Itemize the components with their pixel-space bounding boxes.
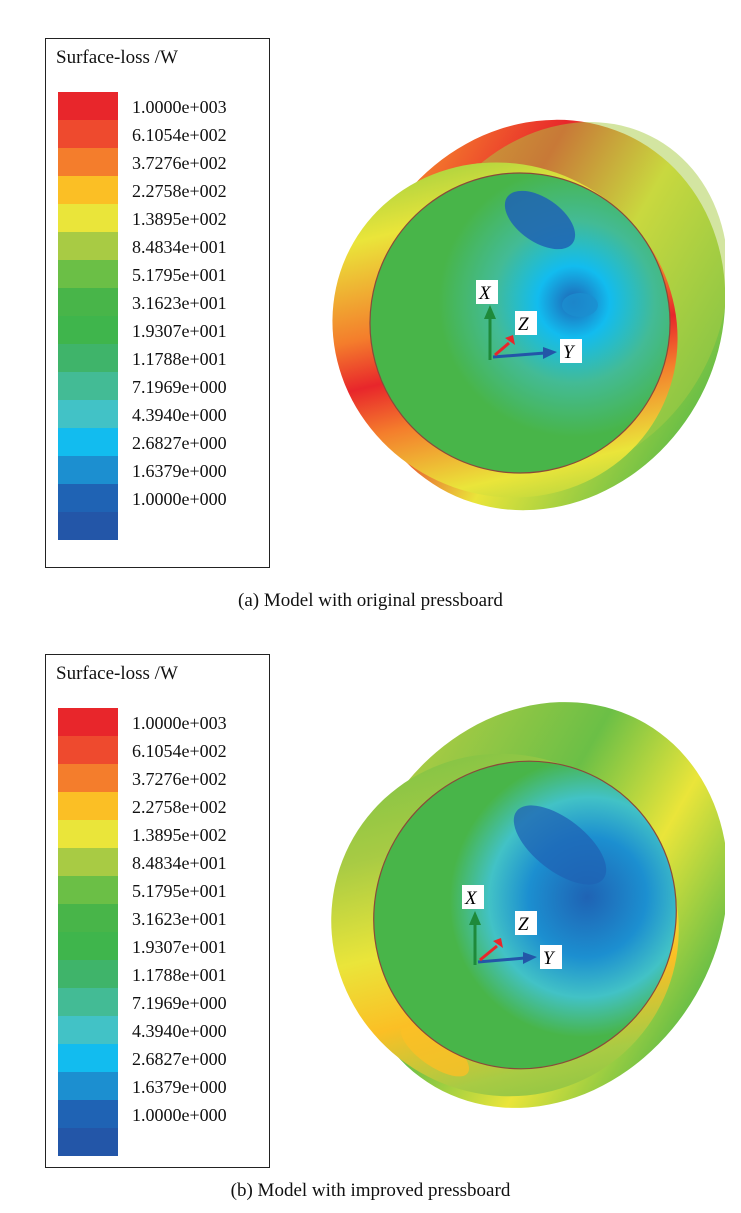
color-band (58, 1044, 118, 1072)
legend-tick-label: 2.2758e+002 (132, 797, 227, 817)
x-axis-label: X (478, 283, 492, 304)
legend-tick-label: 1.1788e+001 (132, 349, 227, 369)
color-scale-bar (58, 708, 118, 1156)
y-axis-label: Y (563, 342, 576, 363)
color-band (58, 148, 118, 176)
color-band (58, 960, 118, 988)
legend-tick-label: 1.6379e+000 (132, 1077, 227, 1097)
cylinder-model-original: X Z Y (332, 119, 725, 511)
legend-tick-label: 8.4834e+001 (132, 237, 227, 257)
color-band (58, 848, 118, 876)
color-band (58, 876, 118, 904)
legend-tick-label: 8.4834e+001 (132, 853, 227, 873)
x-axis-label: X (464, 888, 478, 909)
color-band (58, 428, 118, 456)
color-band (58, 736, 118, 764)
legend-tick-label: 3.1623e+001 (132, 909, 227, 929)
legend-tick-label: 3.1623e+001 (132, 293, 227, 313)
color-band (58, 176, 118, 204)
color-band (58, 316, 118, 344)
legend-tick-label: 5.1795e+001 (132, 265, 227, 285)
legend-tick-label: 2.6827e+000 (132, 1049, 227, 1069)
color-band (58, 456, 118, 484)
caption-a: (a) Model with original pressboard (238, 590, 503, 611)
color-band (58, 988, 118, 1016)
legend-tick-label: 4.3940e+000 (132, 1021, 227, 1041)
legend-tick-label: 7.1969e+000 (132, 993, 227, 1013)
legend-tick-label: 1.1788e+001 (132, 965, 227, 985)
color-band (58, 288, 118, 316)
color-band (58, 1072, 118, 1100)
z-axis-label: Z (518, 314, 529, 335)
legend-tick-label: 1.0000e+003 (132, 713, 227, 733)
z-axis-label: Z (518, 914, 529, 935)
color-band (58, 708, 118, 736)
legend-tick-label: 1.9307e+001 (132, 321, 227, 341)
legend: Surface-loss /W 1.0000e+003 6.1054e+002 3.… (45, 38, 270, 568)
color-band (58, 764, 118, 792)
color-band (58, 260, 118, 288)
legend-tick-label: 1.0000e+000 (132, 1105, 227, 1125)
legend-tick-label: 1.3895e+002 (132, 825, 227, 845)
cylinder-model-improved: X Z Y (331, 702, 725, 1108)
legend-tick-label: 6.1054e+002 (132, 741, 227, 761)
color-scale-bar (58, 92, 118, 540)
legend-tick-label: 5.1795e+001 (132, 881, 227, 901)
color-band (58, 400, 118, 428)
caption-b: (b) Model with improved pressboard (230, 1180, 511, 1201)
legend-tick-label: 2.6827e+000 (132, 433, 227, 453)
color-band (58, 120, 118, 148)
y-axis-label: Y (543, 948, 556, 969)
color-band (58, 932, 118, 960)
legend-tick-label: 4.3940e+000 (132, 405, 227, 425)
legend: Surface-loss /W 1.0000e+003 6.1054e+002 3.… (45, 654, 270, 1168)
legend-tick-label: 3.7276e+002 (132, 769, 227, 789)
color-band (58, 92, 118, 120)
color-band (58, 1100, 118, 1128)
legend-tick-label: 2.2758e+002 (132, 181, 227, 201)
color-band (58, 344, 118, 372)
legend-tick-label: 6.1054e+002 (132, 125, 227, 145)
color-band (58, 820, 118, 848)
color-band (58, 1128, 118, 1156)
legend-tick-label: 1.0000e+000 (132, 489, 227, 509)
legend-tick-label: 3.7276e+002 (132, 153, 227, 173)
color-band (58, 512, 118, 540)
color-band (58, 232, 118, 260)
panel-a: Surface-loss /W 1.0000e+003 6.1054e+002 3.… (0, 0, 741, 611)
legend-tick-label: 1.6379e+000 (132, 461, 227, 481)
color-band (58, 484, 118, 512)
legend-tick-label: 1.9307e+001 (132, 937, 227, 957)
panel-b: Surface-loss /W 1.0000e+003 6.1054e+002 3.… (0, 640, 741, 1213)
color-band (58, 372, 118, 400)
legend-tick-label: 1.3895e+002 (132, 209, 227, 229)
color-band (58, 904, 118, 932)
color-band (58, 204, 118, 232)
legend-tick-label: 1.0000e+003 (132, 97, 227, 117)
legend-title: Surface-loss /W (56, 47, 178, 68)
color-band (58, 1016, 118, 1044)
legend-tick-label: 7.1969e+000 (132, 377, 227, 397)
legend-title: Surface-loss /W (56, 663, 178, 684)
color-band (58, 792, 118, 820)
